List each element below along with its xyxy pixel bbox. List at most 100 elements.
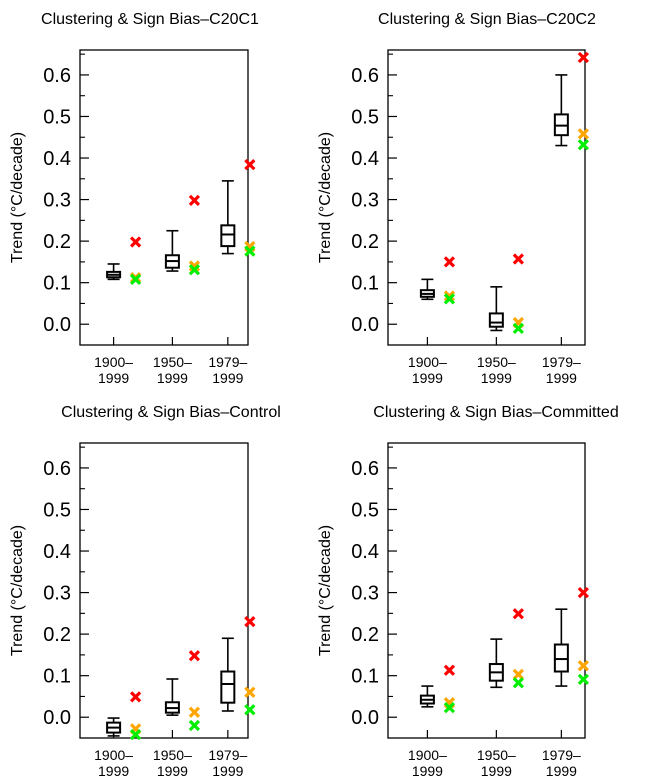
y-tick-label: 0.4 xyxy=(43,541,71,563)
y-tick-label: 0.1 xyxy=(351,273,379,295)
y-tick-label: 0.3 xyxy=(43,583,71,605)
x-marker-stroke xyxy=(443,702,456,714)
x-marker xyxy=(443,293,456,305)
x-marker-stroke xyxy=(188,264,201,276)
x-marker-stroke xyxy=(188,650,201,662)
box-plot xyxy=(106,263,122,281)
x-marker-stroke xyxy=(188,706,201,718)
x-marker-stroke xyxy=(577,139,589,151)
x-marker xyxy=(512,668,524,681)
x-marker xyxy=(443,290,456,302)
x-marker xyxy=(188,706,201,718)
y-tick-label: 0.3 xyxy=(351,190,379,212)
x-marker-stroke xyxy=(129,273,142,285)
box-iqr xyxy=(220,224,236,248)
x-tick-label: 1900– xyxy=(94,747,133,763)
box-plot xyxy=(106,717,122,737)
panel-4: Clustering & Sign Bias–Committed 0.0 0.1 0.… xyxy=(317,404,619,779)
x-marker xyxy=(443,664,456,676)
x-marker xyxy=(577,586,589,599)
x-marker-stroke xyxy=(244,704,256,716)
plot-frame xyxy=(79,49,249,346)
box-plot xyxy=(220,180,236,255)
x-tick-label: 1999 xyxy=(98,370,129,386)
y-tick-label: 0.5 xyxy=(43,106,71,128)
panel-1: Clustering & Sign Bias–C20C1 0.0 0.1 0.2 0.3… xyxy=(9,11,259,386)
x-marker xyxy=(188,194,201,207)
x-marker xyxy=(443,702,456,714)
x-marker-stroke xyxy=(577,128,589,140)
x-marker xyxy=(244,245,256,257)
x-tick-label: 1999 xyxy=(481,370,512,386)
x-tick-label: 1999 xyxy=(546,370,577,386)
panel-title: Clustering & Sign Bias–C20C1 xyxy=(41,11,259,28)
x-marker-stroke xyxy=(443,256,456,268)
y-tick-label: 0.1 xyxy=(43,273,71,295)
x-marker xyxy=(443,256,456,268)
y-tick-label: 0.2 xyxy=(43,624,71,646)
plot-frame xyxy=(79,442,249,739)
x-tick-label: 1979– xyxy=(208,354,247,370)
y-axis-label: Trend (°C/decade) xyxy=(317,525,334,656)
y-tick-label: 0.6 xyxy=(43,458,71,480)
x-marker-stroke xyxy=(443,293,456,305)
x-tick-label: 1950– xyxy=(477,747,516,763)
x-tick-label: 1979– xyxy=(542,747,581,763)
x-marker-stroke xyxy=(129,729,142,741)
x-tick-label: 1999 xyxy=(481,763,512,779)
panel-title: Clustering & Sign Bias–C20C2 xyxy=(378,11,596,28)
box-plot xyxy=(553,74,569,147)
x-marker xyxy=(129,691,142,703)
x-marker-stroke xyxy=(512,322,524,335)
x-marker-stroke xyxy=(512,253,524,265)
x-marker xyxy=(512,253,524,265)
x-marker xyxy=(188,264,201,276)
y-tick-label: 0.4 xyxy=(351,148,379,170)
y-tick-label: 0.5 xyxy=(43,499,71,521)
plot-frame xyxy=(387,442,586,739)
y-tick-label: 0.0 xyxy=(351,707,379,729)
x-tick-label: 1900– xyxy=(408,747,447,763)
x-marker-stroke xyxy=(244,245,256,257)
x-marker-stroke xyxy=(188,719,201,732)
x-marker xyxy=(129,729,142,741)
x-marker-stroke xyxy=(244,159,256,171)
y-tick-label: 0.4 xyxy=(351,541,379,563)
x-tick-label: 1999 xyxy=(212,763,243,779)
x-marker xyxy=(512,677,524,689)
x-marker xyxy=(188,719,201,732)
box-plot xyxy=(164,229,180,272)
x-marker-stroke xyxy=(577,673,589,686)
panel-2: Clustering & Sign Bias–C20C2 0.0 0.1 0.2 0.3… xyxy=(317,11,596,386)
x-tick-label: 1979– xyxy=(208,747,247,763)
box-iqr xyxy=(488,312,504,328)
x-marker xyxy=(577,139,589,151)
box-plot xyxy=(488,286,504,332)
x-marker xyxy=(244,159,256,171)
x-tick-label: 1900– xyxy=(408,354,447,370)
x-tick-label: 1999 xyxy=(546,763,577,779)
y-tick-label: 0.2 xyxy=(351,231,379,253)
x-marker xyxy=(244,616,256,628)
x-marker-stroke xyxy=(512,608,524,620)
box-iqr xyxy=(553,643,569,673)
y-tick-label: 0.5 xyxy=(351,106,379,128)
box-plot xyxy=(220,637,236,712)
x-tick-label: 1979– xyxy=(542,354,581,370)
x-tick-label: 1999 xyxy=(157,370,188,386)
box-plot xyxy=(419,685,435,708)
x-marker-stroke xyxy=(443,290,456,302)
y-axis-label: Trend (°C/decade) xyxy=(9,525,26,656)
x-tick-label: 1999 xyxy=(98,763,129,779)
y-tick-label: 0.1 xyxy=(351,666,379,688)
x-marker xyxy=(244,704,256,716)
x-marker xyxy=(512,608,524,620)
x-marker xyxy=(577,660,589,672)
x-marker-stroke xyxy=(577,660,589,672)
x-marker xyxy=(129,273,142,285)
y-tick-label: 0.6 xyxy=(351,65,379,87)
x-marker xyxy=(188,650,201,662)
box-iqr xyxy=(220,670,236,704)
x-marker-stroke xyxy=(129,691,142,703)
